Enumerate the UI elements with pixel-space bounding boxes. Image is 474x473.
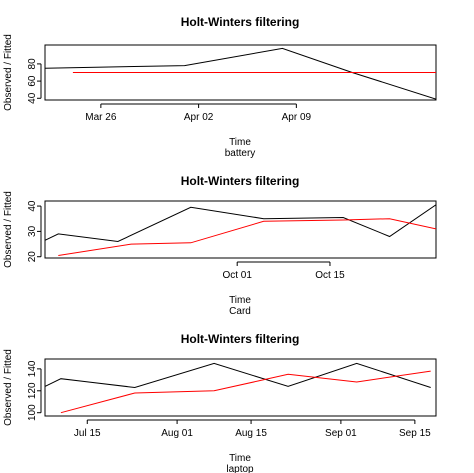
- series-sublabel: laptop: [226, 464, 254, 473]
- chart-panel-card: Holt-Winters filtering 20 30 40 Observed / F…: [3, 174, 437, 317]
- x-axis-label: Time: [229, 295, 251, 306]
- x-tick-label: Jul 15: [74, 428, 101, 439]
- y-tick-label: 40: [27, 92, 38, 104]
- observed-series-line: [45, 204, 436, 243]
- observed-series-line: [45, 362, 431, 389]
- x-tick-label: Sep 01: [325, 428, 357, 439]
- x-axis: Oct 01 Oct 15: [222, 261, 345, 281]
- x-tick-label: Aug 15: [235, 428, 267, 439]
- y-axis: 20 30 40: [27, 200, 42, 263]
- x-tick-label: Mar 26: [85, 112, 117, 123]
- y-tick-label: 120: [27, 382, 38, 399]
- y-tick-label: 40: [27, 200, 38, 212]
- y-tick-label: 20: [27, 251, 38, 263]
- series-sublabel: Card: [229, 306, 251, 317]
- y-tick-label: 100: [27, 404, 38, 421]
- plot-frame: [44, 200, 437, 259]
- y-tick-label: 140: [27, 360, 38, 377]
- y-axis-label: Observed / Fitted: [3, 34, 14, 111]
- fitted-series-line: [60, 370, 431, 414]
- x-tick-label: Oct 15: [315, 270, 345, 281]
- x-tick-label: Oct 01: [222, 270, 252, 281]
- y-axis-label: Observed / Fitted: [3, 191, 14, 268]
- x-tick-label: Apr 02: [184, 112, 214, 123]
- chart-title: Holt-Winters filtering: [181, 15, 300, 29]
- x-axis: Jul 15 Aug 01 Aug 15 Sep 01 Sep 15: [74, 419, 431, 439]
- chart-panel-laptop: Holt-Winters filtering 100 120 140 Observed …: [3, 332, 437, 473]
- x-axis-label: Time: [229, 137, 251, 148]
- chart-title: Holt-Winters filtering: [181, 332, 300, 346]
- fitted-series-line: [58, 218, 436, 256]
- y-axis-label: Observed / Fitted: [3, 349, 14, 426]
- y-tick-label: 60: [27, 75, 38, 87]
- x-tick-label: Aug 01: [161, 428, 193, 439]
- x-tick-label: Sep 15: [399, 428, 431, 439]
- observed-series-line: [45, 47, 436, 100]
- y-tick-label: 30: [27, 225, 38, 237]
- x-axis: Mar 26 Apr 02 Apr 09: [85, 103, 312, 123]
- chart-panel-battery: Holt-Winters filtering 40 60 80 Observed / F…: [3, 15, 437, 159]
- x-tick-label: Apr 09: [282, 112, 312, 123]
- plot-frame: [44, 358, 437, 417]
- x-axis-label: Time: [229, 453, 251, 464]
- y-axis: 100 120 140: [27, 360, 42, 421]
- y-axis: 40 60 80: [27, 58, 42, 104]
- chart-title: Holt-Winters filtering: [181, 174, 300, 188]
- series-sublabel: battery: [225, 148, 256, 159]
- y-tick-label: 80: [27, 58, 38, 70]
